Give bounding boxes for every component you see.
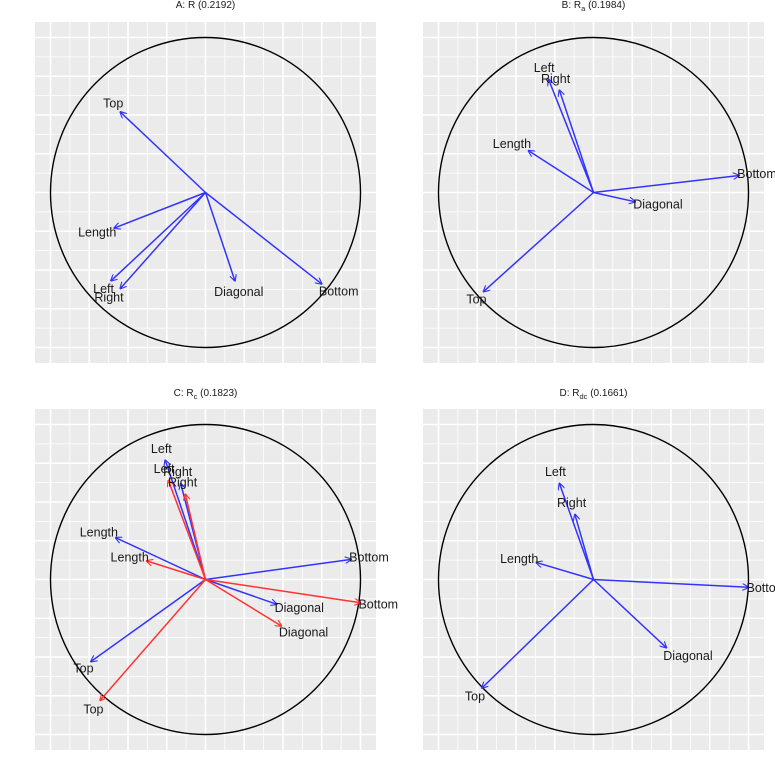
vector-left (559, 483, 595, 580)
vector-length (528, 151, 594, 194)
panel-title: A: R (0.2192) (176, 0, 235, 11)
unit-circle (49, 423, 362, 736)
grid-lines (35, 409, 376, 750)
grid-lines (423, 409, 764, 750)
vector-label-diagonal: Diagonal (663, 649, 712, 663)
vector-right (120, 192, 207, 289)
vector-length (147, 561, 206, 581)
panel-title: C: Rc (0.1823) (174, 388, 238, 401)
vector-bottom (593, 175, 740, 194)
vector-bottom (593, 578, 749, 588)
vector-length (116, 538, 206, 581)
vector-label-diagonal: Diagonal (275, 601, 324, 615)
vector-label-diagonal: Diagonal (214, 285, 263, 299)
vector-top (91, 578, 206, 662)
vector-label-left: Left (151, 442, 172, 456)
panel-c: C: Rc (0.1823)LeftRightLengthBottomDiago… (35, 388, 398, 750)
vector-label-diagonal: Diagonal (633, 197, 682, 211)
vector-top (100, 579, 207, 701)
panel-d: D: Rdc (0.1661) Left Right Length Bottom Diag… (423, 388, 775, 750)
grid-lines (423, 22, 764, 363)
vector-label-length: Length (493, 137, 531, 151)
vector-label-left: Left (154, 462, 175, 476)
vector-diagonal (592, 578, 667, 648)
unit-circle (437, 423, 750, 736)
vector-top (483, 191, 595, 292)
vector-label-bottom: Bottom (358, 598, 398, 612)
vector-bottom (205, 191, 322, 284)
vector-label-top: Top (103, 97, 123, 111)
unit-circle (437, 36, 750, 349)
vector-label-left: Left (534, 61, 555, 75)
panel-title: B: Ra (0.1984) (562, 0, 626, 13)
vector-label-bottom: Bottom (349, 551, 389, 565)
vector-label-right: Right (541, 72, 571, 86)
vector-label-length: Length (500, 552, 538, 566)
panel-title: D: Rdc (0.1661) (560, 388, 628, 401)
vector-right (575, 514, 595, 580)
vector-label-top: Top (73, 662, 93, 676)
vector-label-length: Length (80, 526, 118, 540)
vector-left (168, 480, 207, 580)
vector-diagonal (205, 578, 282, 627)
unit-circle (49, 36, 362, 349)
vector-left (111, 191, 207, 281)
vector-length (536, 562, 594, 581)
vector-diagonal (593, 191, 636, 202)
vector-label-length: Length (78, 226, 116, 240)
vector-left (549, 79, 595, 193)
vector-top (120, 112, 207, 194)
vector-label-top: Top (466, 293, 486, 307)
vector-right (559, 90, 595, 193)
vector-diagonal (204, 192, 235, 281)
vector-length (114, 191, 206, 229)
vector-label-right: Right (163, 465, 193, 479)
vector-series-1: Left Right Length Bottom Diagonal Top (465, 465, 775, 703)
vector-label-right: Right (94, 291, 124, 305)
grid-lines (35, 22, 376, 363)
vector-right (185, 494, 207, 580)
vector-label-bottom: Bottom (737, 167, 775, 181)
vector-label-bottom: Bottom (746, 581, 775, 595)
vector-label-left: Left (545, 465, 566, 479)
vector-label-diagonal: Diagonal (279, 625, 328, 639)
vector-diagonal (205, 578, 277, 605)
vector-label-left: Left (93, 282, 114, 296)
vector-label-right: Right (557, 496, 587, 510)
vector-bottom (205, 559, 352, 581)
vector-label-bottom: Bottom (319, 284, 359, 298)
vector-label-length: Length (111, 550, 149, 564)
vector-label-right: Right (168, 476, 198, 490)
vector-label-top: Top (83, 702, 103, 716)
vector-label-top: Top (465, 689, 485, 703)
vector-top (482, 578, 595, 689)
vector-bottom (205, 578, 361, 603)
